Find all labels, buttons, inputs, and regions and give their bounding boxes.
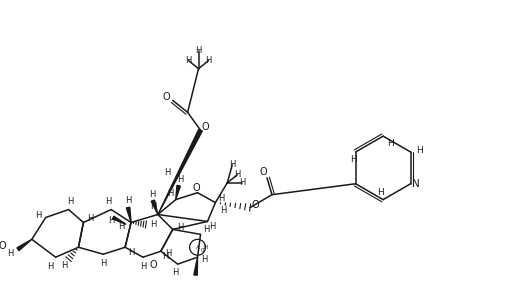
Text: H: H	[150, 220, 156, 229]
Text: H: H	[205, 56, 211, 65]
Text: H: H	[87, 214, 94, 223]
Text: 0: 0	[201, 248, 204, 253]
Text: H: H	[67, 197, 74, 206]
Text: H: H	[165, 168, 171, 177]
Text: H: H	[209, 222, 216, 231]
Text: H: H	[195, 46, 201, 55]
Text: H: H	[125, 196, 132, 205]
Text: H: H	[163, 252, 169, 261]
Text: O: O	[251, 199, 259, 210]
Text: H: H	[377, 188, 383, 197]
Text: H: H	[177, 223, 184, 232]
Text: H: H	[204, 245, 208, 250]
Text: O: O	[201, 122, 209, 132]
Text: O: O	[149, 260, 157, 270]
Text: H: H	[36, 211, 42, 220]
Polygon shape	[194, 257, 198, 275]
Text: H: H	[62, 261, 68, 270]
Text: H: H	[218, 194, 225, 203]
Text: H: H	[108, 216, 114, 225]
Polygon shape	[176, 185, 180, 200]
Text: H: H	[234, 170, 240, 179]
Text: H: H	[47, 262, 54, 271]
Text: A: A	[196, 245, 199, 250]
Text: H: H	[239, 178, 246, 187]
Text: H: H	[229, 160, 236, 169]
Polygon shape	[17, 239, 32, 251]
Text: H: H	[387, 138, 393, 148]
Text: O: O	[259, 167, 267, 177]
Text: H: H	[128, 248, 134, 257]
Text: H: H	[350, 156, 357, 164]
Text: H: H	[416, 145, 423, 155]
Text: H: H	[7, 249, 13, 258]
Text: H: H	[220, 206, 227, 215]
Text: O: O	[193, 183, 200, 193]
Text: N: N	[412, 179, 419, 189]
Text: H: H	[140, 262, 146, 271]
Text: H: H	[105, 197, 112, 206]
Text: H: H	[149, 190, 155, 199]
Text: H: H	[150, 202, 156, 211]
Text: O: O	[0, 241, 6, 251]
Text: H: H	[168, 189, 174, 198]
Text: H: H	[203, 225, 210, 234]
Text: H: H	[118, 222, 124, 231]
Text: H: H	[166, 249, 172, 258]
Polygon shape	[151, 200, 158, 214]
Text: O: O	[163, 92, 170, 102]
Text: H: H	[186, 56, 192, 65]
Polygon shape	[126, 207, 131, 222]
Text: H: H	[100, 259, 106, 268]
Text: H: H	[173, 267, 179, 277]
Polygon shape	[158, 129, 203, 214]
Polygon shape	[113, 216, 126, 224]
Text: H: H	[177, 175, 184, 184]
Text: H: H	[201, 255, 208, 264]
